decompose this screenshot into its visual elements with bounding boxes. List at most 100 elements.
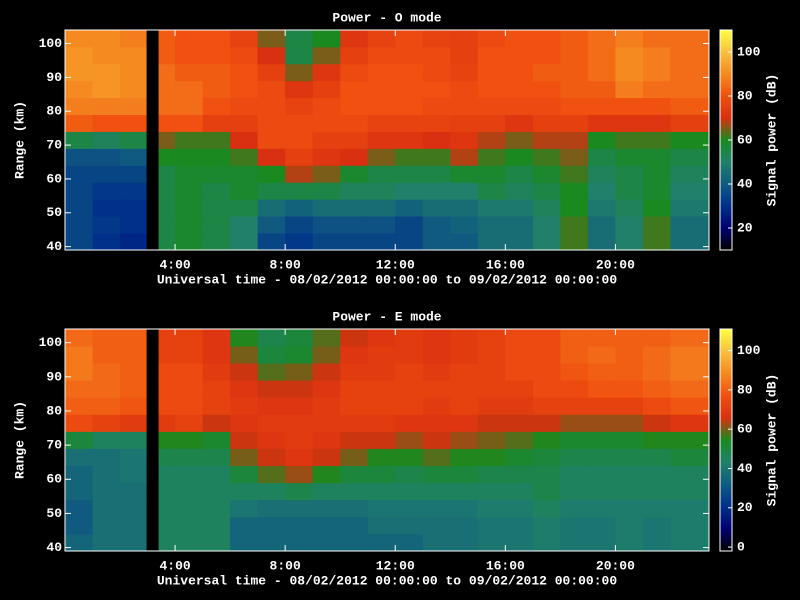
heatmap-cell	[670, 97, 710, 116]
heatmap-cell	[422, 533, 451, 552]
heatmap-cell	[642, 165, 671, 183]
heatmap-cell	[202, 448, 231, 467]
heatmap-cell	[615, 46, 644, 65]
heatmap-cell	[450, 233, 479, 251]
heatmap-cell	[257, 533, 286, 552]
heatmap-cell	[615, 482, 644, 501]
heatmap-cell	[477, 346, 506, 364]
colorbar-tick-label: 100	[737, 343, 761, 358]
heatmap-cell	[395, 499, 424, 518]
heatmap-cell	[422, 131, 451, 149]
heatmap-cell	[175, 533, 204, 552]
heatmap-cell	[175, 97, 204, 116]
heatmap-cell	[65, 397, 93, 415]
heatmap-cell	[395, 363, 424, 381]
heatmap-cell	[340, 414, 369, 432]
heatmap-cell	[120, 363, 147, 381]
heatmap-cell	[395, 329, 424, 347]
heatmap-cell	[202, 431, 231, 449]
heatmap-cell	[532, 80, 561, 99]
heatmap-cell	[285, 30, 314, 48]
heatmap-cell	[312, 165, 341, 183]
heatmap-cell	[505, 80, 534, 99]
heatmap-cell	[422, 216, 451, 234]
heatmap-cell	[670, 233, 710, 251]
heatmap-cell	[158, 114, 176, 132]
heatmap-cell	[422, 516, 451, 535]
heatmap-cell	[395, 397, 424, 415]
heatmap-cell	[422, 80, 451, 99]
heatmap-cell	[65, 465, 93, 484]
heatmap-cell	[560, 380, 589, 398]
heatmap-cell	[285, 63, 314, 82]
heatmap-cell	[257, 30, 286, 48]
heatmap-cell	[158, 516, 176, 535]
heatmap-cell	[560, 63, 589, 82]
y-tick-label: 40	[46, 540, 62, 555]
heatmap-cell	[560, 465, 589, 484]
heatmap-cell	[340, 516, 369, 535]
heatmap-cell	[312, 397, 341, 415]
heatmap-cell	[257, 516, 286, 535]
heatmap-cell	[120, 30, 147, 48]
heatmap-cell	[158, 414, 176, 432]
heatmap-cell	[230, 431, 259, 449]
heatmap-cell	[65, 148, 93, 166]
y-tick-label: 60	[46, 171, 62, 186]
heatmap-cell	[560, 431, 589, 449]
heatmap-cell	[285, 148, 314, 166]
heatmap-cell	[65, 131, 93, 149]
heatmap-cell	[175, 233, 204, 251]
heatmap-cell	[120, 148, 147, 166]
heatmap-cell	[285, 165, 314, 183]
heatmap-cell	[477, 182, 506, 200]
heatmap-cell	[642, 114, 671, 132]
heatmap-cell	[285, 329, 314, 347]
heatmap-cell	[367, 165, 396, 183]
heatmap-cell	[120, 80, 147, 99]
heatmap-cell	[175, 46, 204, 65]
heatmap-cell	[120, 46, 147, 65]
heatmap-cell	[65, 182, 93, 200]
heatmap-cell	[670, 516, 710, 535]
heatmap-cell	[92, 363, 121, 381]
heatmap-cell	[202, 216, 231, 234]
heatmap-cell	[158, 30, 176, 48]
heatmap-cell	[477, 533, 506, 552]
heatmap-cell	[587, 182, 616, 200]
heatmap-cell	[92, 448, 121, 467]
heatmap-cell	[395, 414, 424, 432]
heatmap-cell	[450, 448, 479, 467]
heatmap-cell	[532, 148, 561, 166]
heatmap-cell	[532, 465, 561, 484]
heatmap-cell	[505, 97, 534, 116]
heatmap-cell	[505, 233, 534, 251]
heatmap-cell	[230, 131, 259, 149]
x-tick-label: 12:00	[376, 257, 415, 272]
heatmap-cell	[450, 131, 479, 149]
heatmap-cell	[532, 346, 561, 364]
heatmap-cell	[92, 482, 121, 501]
heatmap-cell	[120, 97, 147, 116]
heatmap-cell	[312, 63, 341, 82]
heatmap-cell	[560, 448, 589, 467]
heatmap-cell	[340, 448, 369, 467]
heatmap-cell	[367, 199, 396, 217]
heatmap-cell	[202, 397, 231, 415]
y-tick-label: 60	[46, 472, 62, 487]
heatmap-cell	[587, 131, 616, 149]
heatmap-cell	[450, 414, 479, 432]
heatmap-cell	[257, 431, 286, 449]
heatmap-cell	[477, 448, 506, 467]
heatmap-cell	[642, 148, 671, 166]
heatmap-cell	[65, 448, 93, 467]
heatmap-cell	[312, 97, 341, 116]
heatmap-cell	[120, 448, 147, 467]
heatmap-cell	[175, 363, 204, 381]
heatmap-cell	[670, 482, 710, 501]
heatmap-cell	[367, 533, 396, 552]
heatmap-cell	[367, 114, 396, 132]
heatmap-cell	[395, 346, 424, 364]
heatmap-cell	[642, 30, 671, 48]
